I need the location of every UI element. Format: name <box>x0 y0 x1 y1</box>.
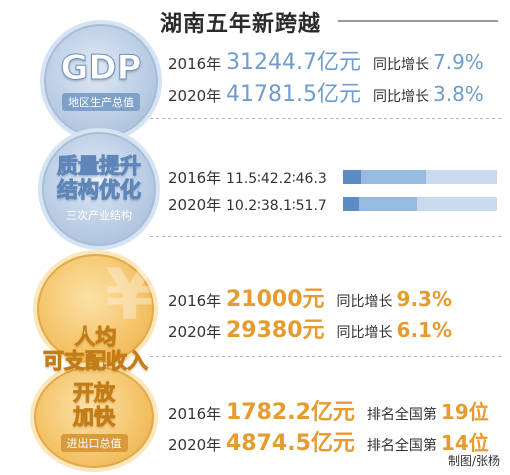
divider <box>150 236 502 237</box>
trade-value: 1782.2亿元 <box>226 400 355 425</box>
divider <box>150 118 502 119</box>
primary-industry-segment <box>343 197 359 211</box>
divider <box>150 356 502 357</box>
gdp-row-2020: 2020年 41781.5亿元 同比增长 3.8% <box>168 76 484 108</box>
structure-bar-2016 <box>343 170 497 184</box>
gdp-value: 41781.5亿元 <box>226 82 361 107</box>
trade-title-2: 加快 <box>73 405 116 429</box>
rank-label: 排名全国第 <box>366 438 437 454</box>
structure-subtitle: 三次产业结构 <box>66 208 132 222</box>
year-label: 2016年 <box>168 55 222 73</box>
income-row-2016: 2016年 21000元 同比增长 9.3% <box>168 281 452 313</box>
secondary-industry-segment <box>360 170 426 184</box>
income-coin: ¥ 人均 可支配收入 <box>33 250 158 373</box>
yuan-icon: ¥ <box>105 254 154 337</box>
growth-value: 7.9% <box>432 50 484 74</box>
year-label: 2020年 <box>168 87 222 105</box>
income-title-2: 可支配收入 <box>43 349 149 373</box>
gdp-value: 31244.7亿元 <box>226 50 361 75</box>
trade-title-1: 开放 <box>73 381 116 406</box>
gdp-subtitle: 地区生产总值 <box>62 93 140 111</box>
structure-title-1: 质量提升 <box>57 154 142 179</box>
income-value: 29380元 <box>226 318 325 343</box>
structure-row-2020: 2020年 10.2∶38.1∶51.7 <box>168 194 327 215</box>
rank-label: 排名全国第 <box>366 407 437 423</box>
rank-suffix: 位 <box>468 400 489 424</box>
rising-arrow-icon <box>82 158 122 194</box>
rank-value: 14 <box>440 431 469 455</box>
year-label: 2020年 <box>168 323 222 341</box>
trade-coin: 开放 加快 进出口总值 <box>30 362 158 472</box>
structure-ratio: 10.2∶38.1∶51.7 <box>226 198 327 214</box>
primary-industry-segment <box>343 170 361 184</box>
structure-ratio: 11.5∶42.2∶46.3 <box>226 171 327 187</box>
income-title-1: 人均 <box>74 325 117 350</box>
title-rule <box>338 20 498 22</box>
structure-row-2016: 2016年 11.5∶42.2∶46.3 <box>168 167 327 188</box>
growth-value: 9.3% <box>396 287 453 311</box>
growth-label: 同比增长 <box>336 325 393 341</box>
tertiary-industry-segment <box>425 170 497 184</box>
rank-value: 19 <box>440 400 469 424</box>
year-label: 2016年 <box>168 169 222 187</box>
gdp-row-2016: 2016年 31244.7亿元 同比增长 7.9% <box>168 44 484 76</box>
rank-suffix: 位 <box>468 431 489 455</box>
secondary-industry-segment <box>358 197 418 211</box>
income-row-2020: 2020年 29380元 同比增长 6.1% <box>168 312 452 344</box>
trade-row-2020: 2020年 4874.5亿元 排名全国第 14 位 <box>168 425 489 457</box>
year-label: 2016年 <box>168 292 222 310</box>
structure-title-2: 结构优化 <box>57 178 142 202</box>
tertiary-industry-segment <box>417 197 497 211</box>
trade-subtitle: 进出口总值 <box>60 433 128 452</box>
year-label: 2020年 <box>168 436 222 454</box>
growth-label: 同比增长 <box>336 294 393 310</box>
year-label: 2020年 <box>168 196 222 214</box>
structure-coin: 质量提升 结构优化 三次产业结构 <box>38 128 160 250</box>
growth-value: 6.1% <box>396 318 453 342</box>
trade-row-2016: 2016年 1782.2亿元 排名全国第 19 位 <box>168 394 489 426</box>
growth-value: 3.8% <box>432 82 484 106</box>
gdp-coin: GDP 地区生产总值 <box>40 20 162 142</box>
trade-value: 4874.5亿元 <box>226 431 355 456</box>
income-value: 21000元 <box>226 287 325 312</box>
gdp-badge: GDP <box>60 48 142 88</box>
growth-label: 同比增长 <box>372 89 429 105</box>
structure-bar-2020 <box>343 197 497 211</box>
growth-label: 同比增长 <box>372 57 429 73</box>
page-title: 湖南五年新跨越 <box>160 12 322 37</box>
year-label: 2016年 <box>168 405 222 423</box>
credit-text: 制图/张杨 <box>447 454 500 468</box>
